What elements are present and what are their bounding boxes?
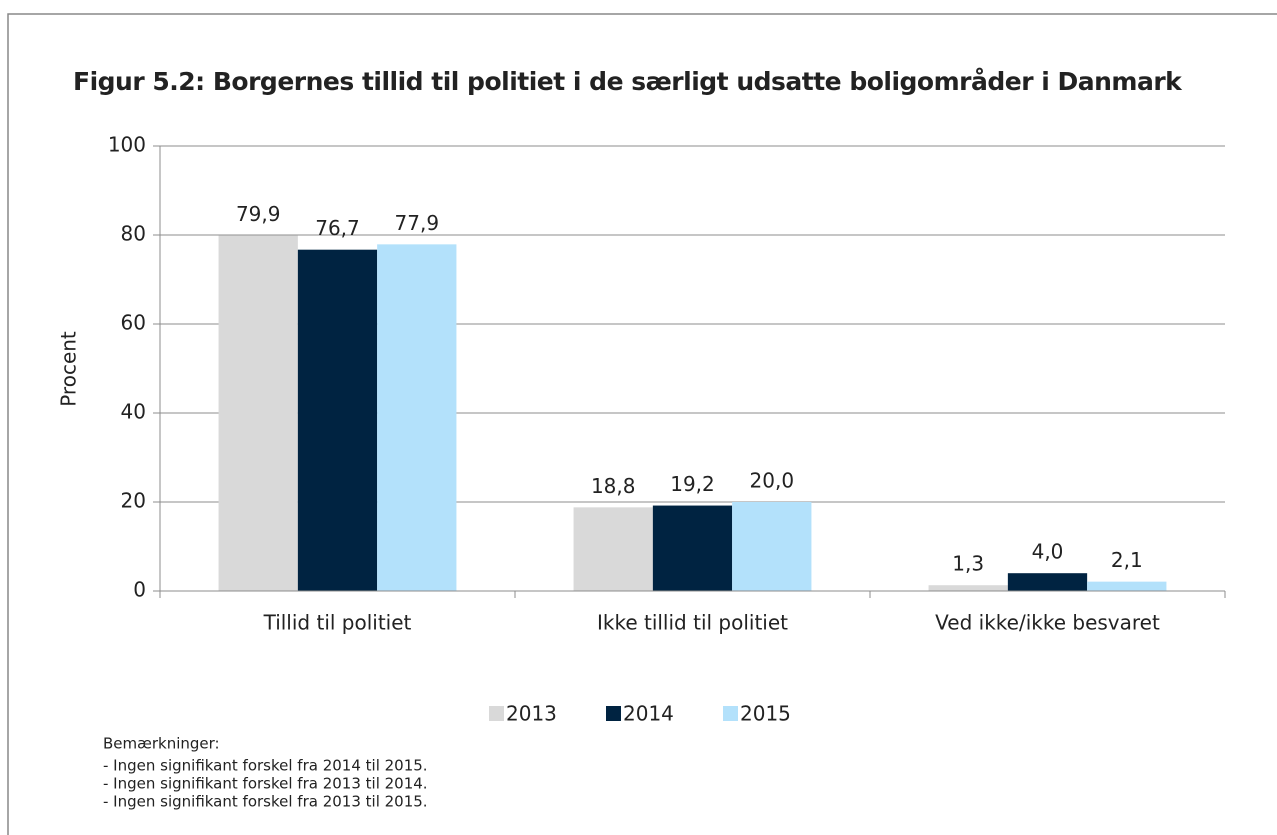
y-tick-label: 20	[121, 489, 146, 513]
legend-label: 2015	[740, 702, 791, 726]
bar	[573, 507, 653, 591]
bar	[218, 235, 298, 591]
note-line: - Ingen signifikant forskel fra 2014 til…	[103, 757, 428, 775]
data-label: 18,8	[591, 474, 636, 498]
notes-heading: Bemærkninger:	[103, 735, 220, 753]
legend-label: 2013	[506, 702, 557, 726]
chart-title: Figur 5.2: Borgernes tillid til politiet…	[73, 67, 1183, 96]
bar	[1087, 581, 1167, 591]
bar	[652, 505, 733, 591]
bar	[1007, 573, 1088, 591]
bar	[377, 244, 457, 591]
bar	[732, 502, 812, 591]
x-tick-label: Ikke tillid til politiet	[597, 611, 788, 635]
y-tick-label: 40	[121, 400, 146, 424]
data-label: 79,9	[236, 202, 281, 226]
data-label: 77,9	[395, 211, 440, 235]
legend-swatch	[723, 706, 738, 721]
y-tick-label: 0	[133, 578, 146, 602]
bar	[928, 585, 1008, 591]
legend-swatch	[489, 706, 504, 721]
y-tick-label: 100	[108, 133, 146, 157]
bar	[297, 249, 378, 591]
note-line: - Ingen signifikant forskel fra 2013 til…	[103, 775, 428, 793]
data-label: 2,1	[1111, 548, 1143, 572]
data-label: 4,0	[1032, 540, 1064, 564]
y-tick-label: 60	[121, 311, 146, 335]
data-label: 19,2	[670, 472, 715, 496]
legend-swatch	[606, 706, 621, 721]
y-tick-label: 80	[121, 222, 146, 246]
note-line: - Ingen signifikant forskel fra 2013 til…	[103, 793, 428, 811]
frame	[7, 13, 1277, 835]
data-label: 20,0	[750, 469, 795, 493]
y-axis-label: Procent	[57, 331, 81, 407]
x-tick-label: Tillid til politiet	[263, 611, 412, 635]
data-label: 76,7	[315, 216, 360, 240]
data-label: 1,3	[952, 552, 984, 576]
x-tick-label: Ved ikke/ikke besvaret	[935, 611, 1160, 635]
legend-label: 2014	[623, 702, 674, 726]
